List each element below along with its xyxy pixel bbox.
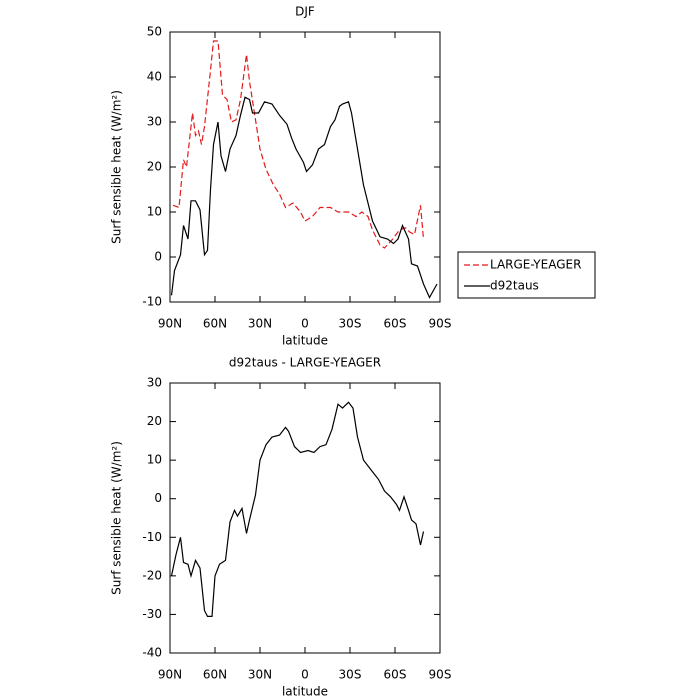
- plot-frame: [169, 382, 441, 654]
- chart-title: d92taus - LARGE-YEAGER: [229, 356, 381, 370]
- data-line: [170, 96, 438, 299]
- x-tick-label: 30N: [248, 668, 272, 682]
- x-tick-label: 60N: [203, 317, 227, 331]
- data-line: [170, 401, 425, 617]
- x-tick-label: 0: [301, 317, 309, 331]
- x-tick-label: 30N: [248, 317, 272, 331]
- x-tick-label: 90S: [429, 317, 452, 331]
- y-tick-label: 30: [147, 376, 162, 390]
- y-tick-label: -40: [142, 646, 162, 660]
- y-axis-label: Surf sensible heat (W/m²): [110, 90, 124, 244]
- x-tick-label: 60S: [384, 317, 407, 331]
- chart-title: DJF: [295, 5, 315, 19]
- x-tick-label: 30S: [339, 317, 362, 331]
- y-tick-label: 20: [147, 414, 162, 428]
- y-tick-label: -10: [142, 295, 162, 309]
- x-tick-label: 90N: [158, 668, 182, 682]
- y-tick-label: -10: [142, 530, 162, 544]
- y-tick-label: 10: [147, 205, 162, 219]
- x-tick-label: 90N: [158, 317, 182, 331]
- y-tick-label: -30: [142, 607, 162, 621]
- legend-box: [457, 251, 596, 299]
- y-tick-label: 30: [147, 115, 162, 129]
- x-tick-label: 60S: [384, 668, 407, 682]
- y-tick-label: -20: [142, 568, 162, 582]
- x-tick-label: 0: [301, 668, 309, 682]
- y-tick-label: 20: [147, 160, 162, 174]
- x-tick-label: 90S: [429, 668, 452, 682]
- y-tick-label: 40: [147, 70, 162, 84]
- legend-label: LARGE-YEAGER: [490, 258, 581, 272]
- y-tick-label: 0: [154, 491, 162, 505]
- x-axis-label: latitude: [282, 685, 328, 699]
- y-tick-label: 50: [147, 25, 162, 39]
- data-line: [172, 40, 425, 249]
- x-axis-label: latitude: [282, 334, 328, 348]
- y-tick-label: 0: [154, 250, 162, 264]
- x-tick-label: 30S: [339, 668, 362, 682]
- legend-label: d92taus: [490, 279, 539, 293]
- x-tick-label: 60N: [203, 668, 227, 682]
- y-tick-label: 10: [147, 453, 162, 467]
- y-axis-label: Surf sensible heat (W/m²): [110, 441, 124, 595]
